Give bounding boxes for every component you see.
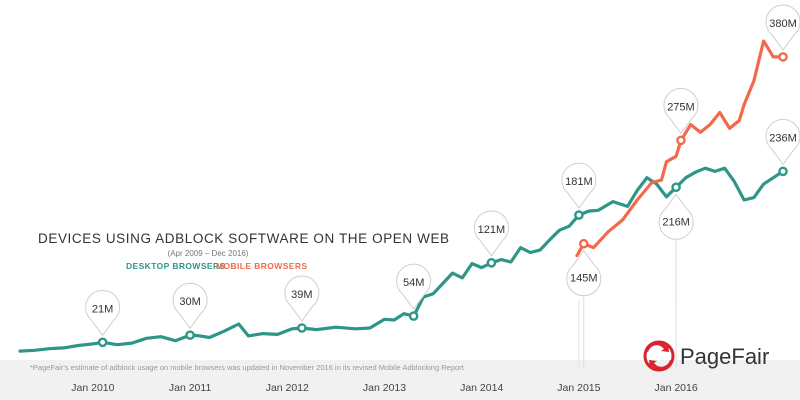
data-point-marker: [778, 166, 788, 177]
x-tick-label: Jan 2014: [460, 382, 503, 394]
pin-label: 181M: [565, 176, 593, 188]
pin-bubble: [765, 4, 800, 51]
annotation-pin: 54M: [396, 263, 432, 321]
footnote: *PageFair's estimate of adblock usage on…: [30, 363, 465, 372]
pagefair-logo-text: PageFair: [680, 344, 769, 369]
pin-bubble: [658, 193, 694, 240]
pin-label: 21M: [92, 303, 113, 315]
chart-title: DEVICES USING ADBLOCK SOFTWARE ON THE OP…: [38, 231, 450, 246]
annotation-pin: 181M: [561, 162, 597, 220]
data-point-marker: [408, 311, 419, 321]
pin-bubble: [765, 118, 800, 166]
annotation-pin: 380M: [765, 4, 800, 62]
legend-mobile: MOBILE BROWSERS: [216, 261, 307, 271]
guide-lines: [578, 238, 677, 368]
data-point-marker: [297, 323, 307, 333]
chart-subtitle: (Apr 2009 – Dec 2016): [168, 249, 249, 258]
annotation-pin: 30M: [172, 282, 208, 340]
annotation-pin: 236M: [765, 118, 800, 177]
data-point-marker: [185, 330, 195, 340]
pagefair-logo: PageFair: [643, 340, 769, 372]
data-point-marker: [486, 258, 497, 268]
pin-label: 216M: [662, 216, 690, 228]
pin-label: 54M: [403, 277, 424, 289]
pin-bubble: [396, 263, 432, 310]
data-point-marker: [97, 337, 108, 348]
pin-label: 39M: [291, 289, 312, 301]
pin-bubble: [172, 282, 208, 329]
x-tick-label: Jan 2015: [557, 382, 600, 394]
x-tick-label: Jan 2012: [266, 382, 309, 394]
pin-bubble: [566, 249, 602, 297]
pin-label: 145M: [570, 273, 598, 285]
x-tick-label: Jan 2011: [169, 382, 212, 394]
pin-bubble: [561, 162, 597, 209]
pin-bubble: [284, 275, 320, 322]
pin-bubble: [663, 87, 699, 135]
annotation-pin: 21M: [85, 289, 121, 348]
data-point-marker: [574, 210, 584, 220]
pin-bubble: [473, 210, 509, 257]
x-tick-label: Jan 2010: [71, 382, 114, 394]
pin-label: 236M: [769, 132, 797, 144]
pagefair-logo-icon: [643, 340, 675, 372]
annotation-pin: 275M: [663, 87, 699, 146]
annotation-pin: 39M: [284, 275, 320, 333]
data-point-marker: [578, 238, 589, 249]
x-axis-ticks: Jan 2010 Jan 2011 Jan 2012 Jan 2013 Jan 2014…: [71, 382, 698, 394]
pin-label: 380M: [769, 18, 797, 30]
series-lines: [18, 39, 785, 353]
pin-label: 121M: [478, 224, 506, 236]
x-tick-label: Jan 2016: [654, 382, 697, 394]
series-line-desktop: [18, 166, 785, 353]
pin-label: 275M: [667, 101, 695, 113]
series-line-mobile: [575, 39, 785, 258]
annotation-pin: 216M: [658, 182, 694, 240]
data-point-marker: [676, 135, 686, 146]
data-point-marker: [671, 182, 681, 193]
annotation-pin: 145M: [566, 238, 602, 297]
data-point-marker: [778, 52, 788, 62]
x-tick-label: Jan 2013: [363, 382, 406, 394]
legend-desktop: DESKTOP BROWSERS: [126, 261, 226, 271]
pin-label: 30M: [179, 296, 200, 308]
pin-bubble: [85, 289, 121, 337]
annotation-pin: 121M: [473, 210, 509, 268]
annotation-pins: 21M 30M 39M 54M 121M 181M 216M 236M 145M 275M 380M: [85, 4, 800, 348]
